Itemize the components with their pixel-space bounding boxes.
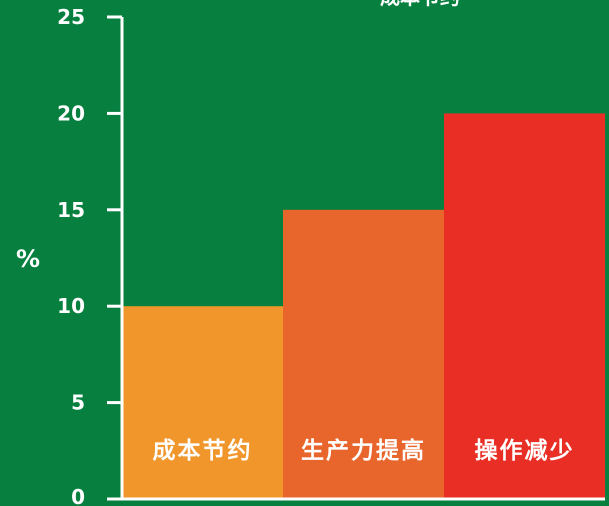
category-labels: 成本节约 生产力提高 操作减少 bbox=[153, 437, 575, 464]
category-label: 生产力提高 bbox=[301, 437, 426, 464]
y-tick-label: 10 bbox=[57, 294, 85, 318]
bar bbox=[444, 113, 605, 500]
y-tick-label: 0 bbox=[71, 485, 85, 506]
chart-title: 成本节约 bbox=[380, 0, 460, 9]
category-label: 操作减少 bbox=[475, 438, 575, 464]
category-label: 成本节约 bbox=[153, 437, 253, 464]
bar bbox=[122, 306, 283, 499]
y-axis-ticks: 0 5 10 15 20 25 bbox=[57, 5, 122, 506]
y-tick-label: 20 bbox=[57, 101, 85, 125]
y-tick-label: 25 bbox=[57, 5, 85, 29]
y-tick-label: 5 bbox=[71, 391, 85, 415]
y-axis-label: % bbox=[16, 245, 40, 273]
y-tick-label: 15 bbox=[57, 198, 85, 222]
bar bbox=[283, 209, 444, 500]
bar-series bbox=[122, 113, 605, 500]
